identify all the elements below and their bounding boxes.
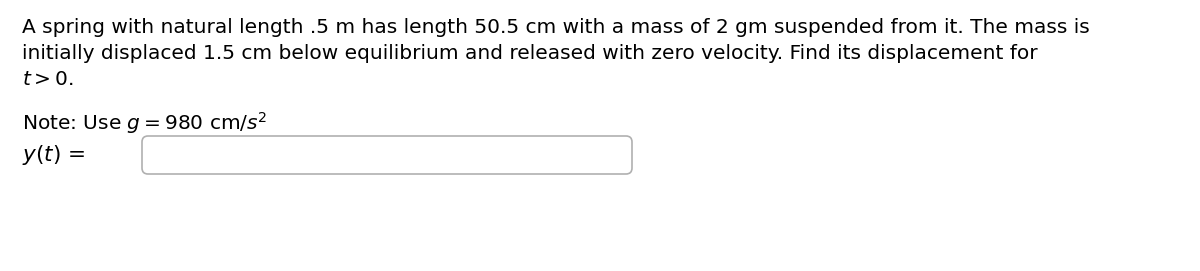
Text: A spring with natural length .5 m has length 50.5 cm with a mass of 2 gm suspend: A spring with natural length .5 m has le… — [22, 18, 1090, 37]
Text: Note: Use $g = 980$ cm/$s^2$: Note: Use $g = 980$ cm/$s^2$ — [22, 110, 268, 136]
Text: initially displaced 1.5 cm below equilibrium and released with zero velocity. Fi: initially displaced 1.5 cm below equilib… — [22, 44, 1037, 63]
Text: $y(t)$ =: $y(t)$ = — [22, 143, 85, 167]
FancyBboxPatch shape — [142, 136, 632, 174]
Text: $t > 0.$: $t > 0.$ — [22, 70, 73, 89]
